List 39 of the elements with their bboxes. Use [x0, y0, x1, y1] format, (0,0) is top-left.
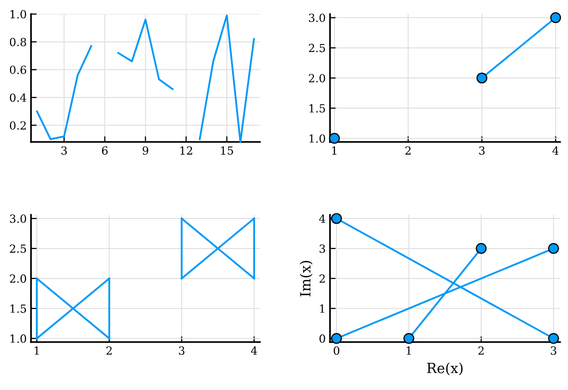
y-tick-label: 4: [319, 214, 326, 223]
x-tick-label: 2: [106, 346, 112, 355]
y-tick-label: 1.0: [10, 334, 26, 343]
y-tick-label: 1.5: [310, 104, 325, 113]
y-axis-title: Im(x): [300, 260, 312, 296]
y-tick-label: 3.0: [309, 14, 326, 22]
y-tick-label: 2: [320, 274, 325, 283]
y-tick-label: 1.0: [310, 134, 326, 143]
y-tick-label: 0: [320, 334, 326, 343]
y-tick-label: 1.5: [10, 304, 26, 313]
x-tick-label: 2: [478, 346, 484, 355]
y-tick-label: 1: [320, 304, 324, 313]
y-tick-label: 0.8: [10, 38, 26, 46]
x-tick-label: 3: [479, 146, 485, 155]
x-tick-label: 15: [221, 146, 234, 155]
x-tick-label: 2: [405, 146, 411, 155]
x-tick-label: 1: [406, 346, 411, 355]
y-tick-label: 2.0: [308, 74, 326, 82]
y-tick-label: 3: [320, 244, 326, 253]
x-tick-label: 4: [552, 146, 559, 155]
y-tick-label: 2.5: [10, 244, 26, 253]
x-tick-label: 3: [550, 346, 556, 355]
x-tick-label: 3: [178, 346, 184, 355]
y-tick-label: 0.2: [10, 121, 26, 130]
y-tick-label: 2.0: [10, 274, 26, 283]
x-tick-label: 1: [332, 146, 336, 155]
y-tick-label: 0.4: [10, 93, 26, 102]
x-tick-label: 1: [34, 346, 39, 355]
x-axis-title: Re(x): [427, 362, 463, 376]
y-tick-label: 2.5: [308, 44, 325, 52]
x-tick-label: 6: [102, 146, 108, 155]
x-tick-label: 12: [180, 146, 192, 155]
x-tick-label: 3: [61, 146, 67, 155]
x-tick-label: 4: [250, 346, 258, 355]
y-tick-label: 3.0: [10, 214, 26, 223]
y-tick-label: 1.0: [10, 10, 26, 18]
x-tick-label: 9: [142, 146, 148, 155]
x-tick-label: 0: [334, 346, 340, 355]
y-tick-label: 0.6: [10, 66, 26, 74]
